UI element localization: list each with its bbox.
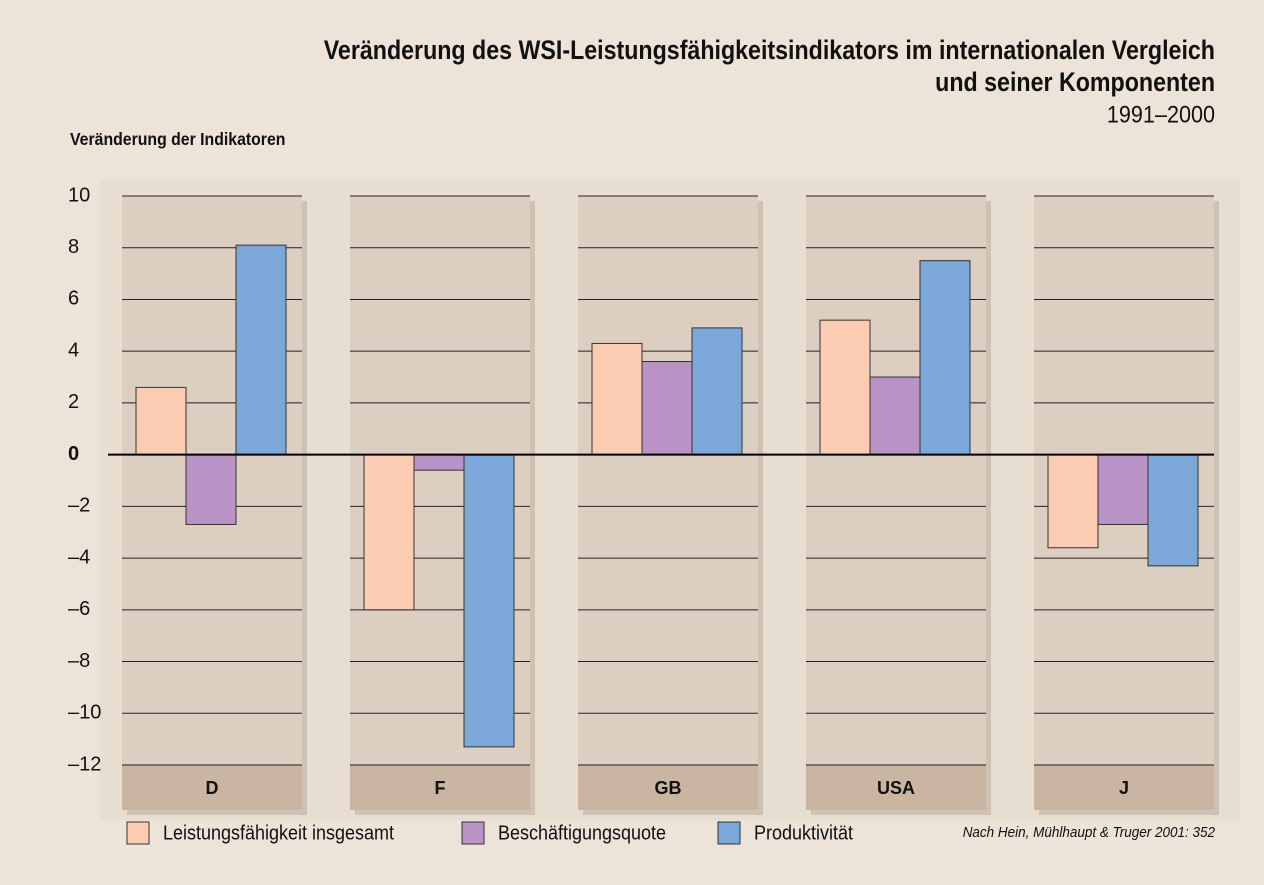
x-tick-label: USA bbox=[877, 778, 915, 798]
y-tick-label: –6 bbox=[68, 598, 90, 620]
category-box bbox=[350, 765, 530, 810]
category-box bbox=[1034, 765, 1214, 810]
y-tick-label: 4 bbox=[68, 339, 79, 361]
category-box bbox=[578, 765, 758, 810]
x-tick-label: F bbox=[435, 778, 446, 798]
bar bbox=[135, 386, 187, 456]
legend-swatch bbox=[717, 821, 741, 845]
x-tick-label: D bbox=[206, 778, 219, 798]
y-tick-label: 0 bbox=[68, 443, 79, 465]
bar bbox=[869, 376, 921, 456]
bar bbox=[1097, 454, 1149, 525]
y-tick-label: –10 bbox=[68, 702, 101, 724]
x-tick-label: GB bbox=[655, 778, 682, 798]
category-box bbox=[122, 765, 302, 810]
chart-title: Veränderung des WSI-Leistungsfähigkeitsi… bbox=[324, 36, 1215, 66]
legend-swatch bbox=[461, 821, 485, 845]
bar bbox=[691, 327, 743, 456]
panel bbox=[578, 196, 758, 765]
bar bbox=[413, 454, 465, 471]
bar bbox=[641, 361, 693, 456]
bar bbox=[1047, 454, 1099, 549]
chart-title: und seiner Komponenten bbox=[935, 68, 1215, 98]
y-tick-label: 10 bbox=[68, 184, 90, 206]
category-box bbox=[806, 765, 986, 810]
legend-swatch bbox=[126, 821, 150, 845]
legend-label: Leistungsfähigkeit insgesamt bbox=[163, 822, 395, 844]
legend-label: Produktivität bbox=[754, 822, 854, 844]
bar bbox=[919, 260, 971, 456]
source: Nach Hein, Mühlhaupt & Truger 2001: 352 bbox=[963, 824, 1215, 841]
x-tick-label: J bbox=[1119, 778, 1129, 798]
y-tick-label: 6 bbox=[68, 288, 79, 310]
bar bbox=[363, 454, 415, 611]
bar bbox=[185, 454, 237, 525]
bar bbox=[463, 454, 515, 748]
bar bbox=[591, 342, 643, 456]
bar bbox=[235, 244, 287, 456]
legend-label: Beschäftigungsquote bbox=[498, 822, 666, 844]
chart-subtitle: 1991–2000 bbox=[1107, 100, 1215, 127]
y-tick-label: –12 bbox=[68, 753, 101, 775]
y-tick-label: –8 bbox=[68, 650, 90, 672]
bar bbox=[1147, 454, 1199, 567]
y-axis-label: Veränderung der Indikatoren bbox=[70, 129, 285, 149]
y-tick-label: 8 bbox=[68, 236, 79, 258]
y-tick-label: –4 bbox=[68, 546, 90, 568]
y-tick-label: 2 bbox=[68, 391, 79, 413]
y-tick-label: –2 bbox=[68, 495, 90, 517]
bar bbox=[819, 319, 871, 456]
